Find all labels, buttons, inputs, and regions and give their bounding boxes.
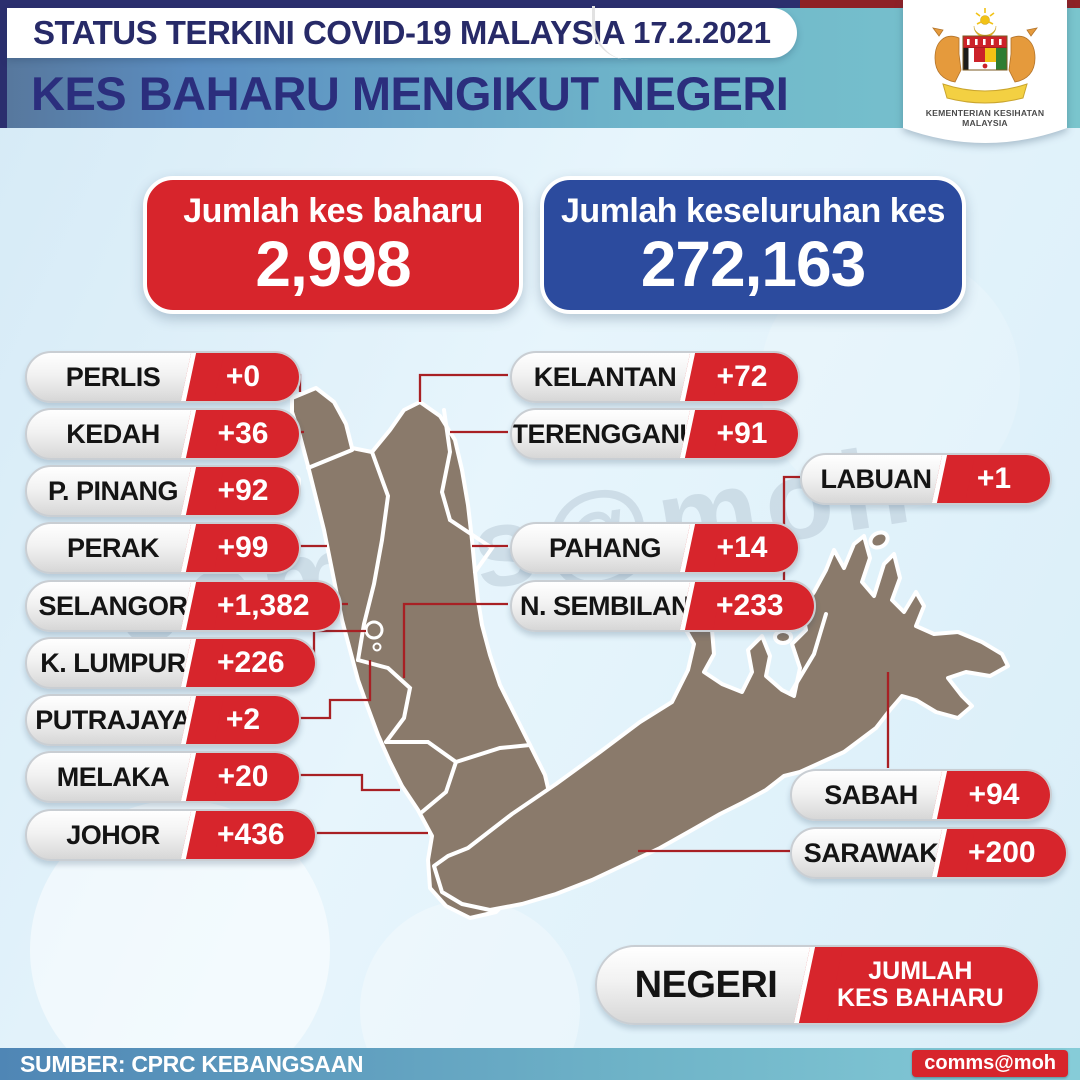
- ribbon-icon: [942, 83, 1028, 104]
- state-pill-labuan: LABUAN +1: [800, 453, 1052, 505]
- title-bar: STATUS TERKINI COVID-19 MALAYSIA 17.2.20…: [7, 6, 797, 60]
- state-pill-n-sembilan: N. SEMBILAN +233: [510, 580, 816, 632]
- putrajaya-shape: [372, 642, 382, 652]
- state-pill-kedah: KEDAH +36: [25, 408, 301, 460]
- state-pill-perak: PERAK +99: [25, 522, 301, 574]
- state-value: +99: [199, 524, 299, 572]
- state-name: PERLIS: [65, 361, 161, 392]
- state-value: +226: [199, 639, 315, 687]
- state-value: +436: [199, 811, 315, 859]
- state-pill-kelantan: KELANTAN +72: [510, 351, 800, 403]
- top-accent-strip: [0, 0, 800, 8]
- state-value: +14: [698, 524, 798, 572]
- state-name: PERAK: [66, 532, 160, 563]
- tiger-supporters-icon: [932, 27, 1038, 83]
- legend-value-label: JUMLAH KES BAHARU: [815, 947, 1038, 1023]
- state-pill-sabah: SABAH +94: [790, 769, 1052, 821]
- legend-value-line1: JUMLAH: [868, 956, 973, 985]
- state-name: KELANTAN: [533, 361, 677, 392]
- state-name: SARAWAK: [803, 837, 939, 868]
- legend-state-label: NEGERI: [634, 963, 778, 1006]
- comms-badge: comms@moh: [912, 1050, 1068, 1077]
- state-value: +1,382: [199, 582, 340, 630]
- state-name: LABUAN: [820, 463, 933, 494]
- state-value: +200: [950, 829, 1066, 877]
- state-name: P. PINANG: [47, 475, 179, 506]
- state-pill-terengganu: TERENGGANU +91: [510, 408, 800, 460]
- borneo-shape: [432, 534, 1010, 912]
- kuala-lumpur-shape: [364, 620, 384, 640]
- state-name: SELANGOR: [38, 590, 188, 621]
- state-value: +72: [698, 353, 798, 401]
- labuan-island-shape: [773, 629, 793, 645]
- state-pill-sarawak: SARAWAK +200: [790, 827, 1068, 879]
- badge-shape: [903, 0, 1067, 143]
- state-value: +233: [698, 582, 814, 630]
- state-value: +1: [950, 455, 1050, 503]
- coat-of-arms-icon: [932, 8, 1038, 104]
- state-name: MELAKA: [56, 761, 170, 792]
- date-divider: [592, 6, 629, 60]
- total-cases-card: Jumlah keseluruhan kes 272,163: [540, 176, 966, 314]
- state-pill-perlis: PERLIS +0: [25, 351, 301, 403]
- state-name: TERENGGANU: [511, 418, 699, 449]
- state-value: +94: [950, 771, 1050, 819]
- new-cases-label: Jumlah kes baharu: [183, 192, 483, 230]
- state-name: N. SEMBILAN: [520, 590, 691, 621]
- legend-pill: NEGERI JUMLAH KES BAHARU: [595, 945, 1040, 1025]
- state-pill-k-lumpur: K. LUMPUR +226: [25, 637, 317, 689]
- state-value: +36: [199, 410, 299, 458]
- total-cases-label: Jumlah keseluruhan kes: [561, 192, 945, 230]
- state-name: KEDAH: [66, 418, 160, 449]
- legend-value-line2: KES BAHARU: [837, 984, 1004, 1012]
- state-value: +91: [698, 410, 798, 458]
- state-value: +20: [199, 753, 299, 801]
- state-name: SABAH: [824, 779, 918, 810]
- state-value: +2: [199, 696, 299, 744]
- state-pill-johor: JOHOR +436: [25, 809, 317, 861]
- page-title: STATUS TERKINI COVID-19 MALAYSIA: [33, 14, 626, 51]
- state-pill-melaka: MELAKA +20: [25, 751, 301, 803]
- small-island-shape: [868, 530, 890, 550]
- source-text: SUMBER: CPRC KEBANGSAAN: [20, 1050, 364, 1077]
- new-cases-card: Jumlah kes baharu 2,998: [143, 176, 523, 314]
- total-cases-value: 272,163: [640, 228, 866, 300]
- ministry-logo-badge: KEMENTERIAN KESIHATAN MALAYSIA: [903, 0, 1067, 158]
- state-value: +92: [199, 467, 299, 515]
- state-name: K. LUMPUR: [40, 647, 186, 678]
- state-pill-putrajaya: PUTRAJAYA +2: [25, 694, 301, 746]
- state-name: PUTRAJAYA: [35, 704, 191, 735]
- state-name: JOHOR: [66, 819, 160, 850]
- page-subtitle: KES BAHARU MENGIKUT NEGERI: [31, 66, 789, 120]
- state-name: PAHANG: [548, 532, 662, 563]
- ministry-name: KEMENTERIAN KESIHATAN MALAYSIA: [925, 108, 1045, 128]
- state-pill-p-pinang: P. PINANG +92: [25, 465, 301, 517]
- state-pill-pahang: PAHANG +14: [510, 522, 800, 574]
- state-value: +0: [199, 353, 299, 401]
- footer-band: SUMBER: CPRC KEBANGSAAN comms@moh: [0, 1048, 1080, 1080]
- report-date: 17.2.2021: [633, 15, 771, 50]
- new-cases-value: 2,998: [255, 228, 411, 300]
- left-accent-strip: [0, 0, 7, 128]
- state-pill-selangor: SELANGOR +1,382: [25, 580, 342, 632]
